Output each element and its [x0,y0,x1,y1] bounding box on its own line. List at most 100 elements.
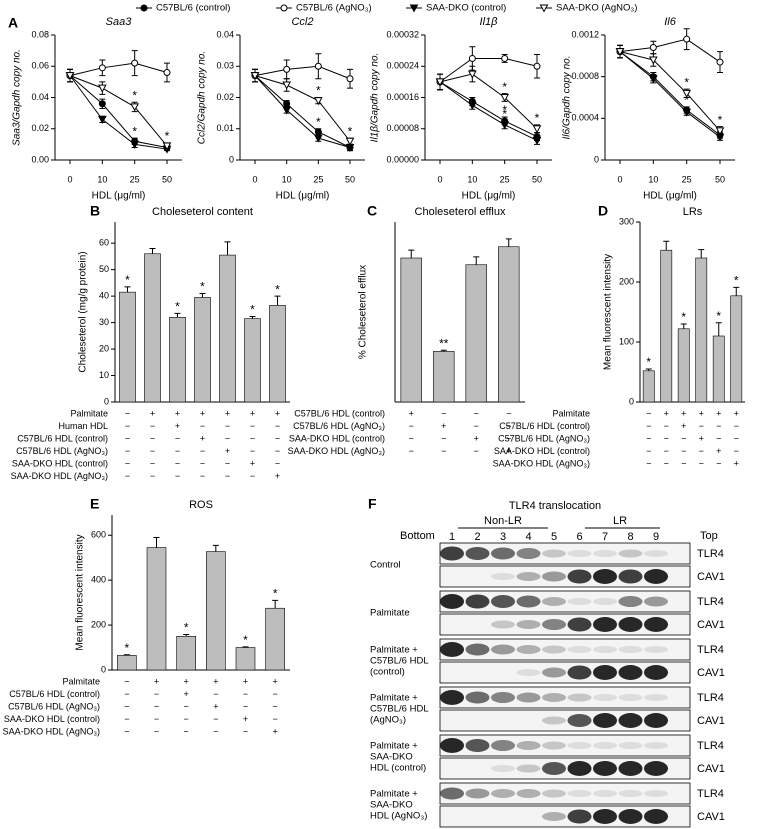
condition-sign: − [474,446,479,456]
error-bar [473,256,480,265]
condition-sign: − [243,689,248,699]
series-line [439,81,538,138]
significance: * [535,111,540,125]
x-tick-label: 50 [162,174,172,184]
band [618,790,643,797]
band [542,597,566,606]
marker [435,78,445,87]
marker [649,44,657,51]
marker [345,137,355,146]
y-tick-label: 400 [91,575,106,585]
chart-title: LRs [683,206,703,218]
lane-number: 3 [500,531,506,543]
marker [314,128,322,136]
group-label: HDL (control) [370,763,426,774]
error-bar [645,368,652,371]
y-axis-label: % Choleseterol efflux [358,265,369,359]
error-bar [249,316,256,319]
condition-sign: − [124,726,129,736]
marker [467,101,477,110]
band-label: TLR4 [697,740,724,752]
y-tick-label: 0.00000 [386,154,419,164]
y-tick-label: 0.04 [31,92,49,102]
blot-bottom: Bottom [400,530,435,542]
x-tick-label: 25 [682,174,692,184]
x-axis-label: HDL (μg/ml) [276,191,330,202]
condition-sign: − [124,676,129,686]
condition-sign: + [275,471,280,481]
marker [467,70,477,79]
condition-sign: + [506,446,511,456]
y-tick-label: 0.00016 [386,92,419,102]
band [516,669,541,676]
condition-sign: − [154,701,159,711]
lane-number: 9 [653,531,659,543]
series-line [254,75,351,148]
group-label: SAA-DKO [370,800,413,811]
condition-sign: − [124,701,129,711]
condition-sign: − [125,408,130,418]
bar [265,607,285,671]
band [593,694,617,701]
error-bar [680,323,687,329]
condition-sign: − [250,421,255,431]
marker [346,75,354,83]
bar [269,305,286,403]
band [542,619,566,630]
band [567,598,592,605]
bar [677,328,690,403]
group-label: (AgNO₃) [370,715,406,726]
condition-label: C57BL/6 HDL (AgNO₃) [16,446,108,456]
condition-label: C57BL/6 HDL (AgNO₃) [8,701,100,711]
y-tick-label: 30 [99,317,109,327]
condition-sign: − [699,458,704,468]
legend-label: SAA-DKO (AgNO₃) [556,3,637,14]
condition-sign: + [716,446,721,456]
blot-nonlr: Non-LR [484,515,522,527]
band [542,693,566,702]
condition-sign: − [175,458,180,468]
condition-sign: + [213,676,218,686]
condition-label: C57BL/6 HDL (control) [294,408,385,418]
condition-sign: − [716,458,721,468]
lane-number: 2 [474,531,480,543]
significance: * [646,355,651,369]
marker [648,75,658,84]
y-tick-label: 20 [99,343,109,353]
y-tick-label: 0.02 [31,123,49,133]
series-line [619,51,721,132]
bar [642,370,655,403]
condition-sign: − [664,446,669,456]
band [516,620,541,629]
band [440,690,464,705]
group-label: Palmitate + [370,789,418,800]
group-label: HDL (AgNO₃) [370,811,427,822]
y-tick-label: 0.00032 [386,29,419,39]
band [516,645,541,654]
x-tick-label: 10 [97,174,107,184]
condition-sign: − [716,433,721,443]
band-label: TLR4 [697,644,724,656]
condition-sign: − [150,458,155,468]
significance: * [200,280,205,294]
significance: * [502,80,507,94]
band [465,594,490,609]
condition-sign: + [699,408,704,418]
condition-sign: − [681,433,686,443]
marker [283,100,291,108]
group-label: Palmitate [370,608,410,619]
chart-title: Choleseterol content [152,206,253,218]
significance: * [684,75,689,89]
band [644,646,668,653]
condition-label: C57BL/6 HDL (AgNO₃) [293,421,385,431]
band [618,617,643,632]
condition-label: SAA-DKO HDL (control) [4,714,100,724]
band [542,716,566,725]
error-bar [124,286,131,293]
x-tick-label: 25 [500,174,510,184]
blot-top: Top [700,530,718,542]
y-tick-label: 0.00024 [386,61,419,71]
series-line [619,38,721,63]
condition-sign: + [243,714,248,724]
